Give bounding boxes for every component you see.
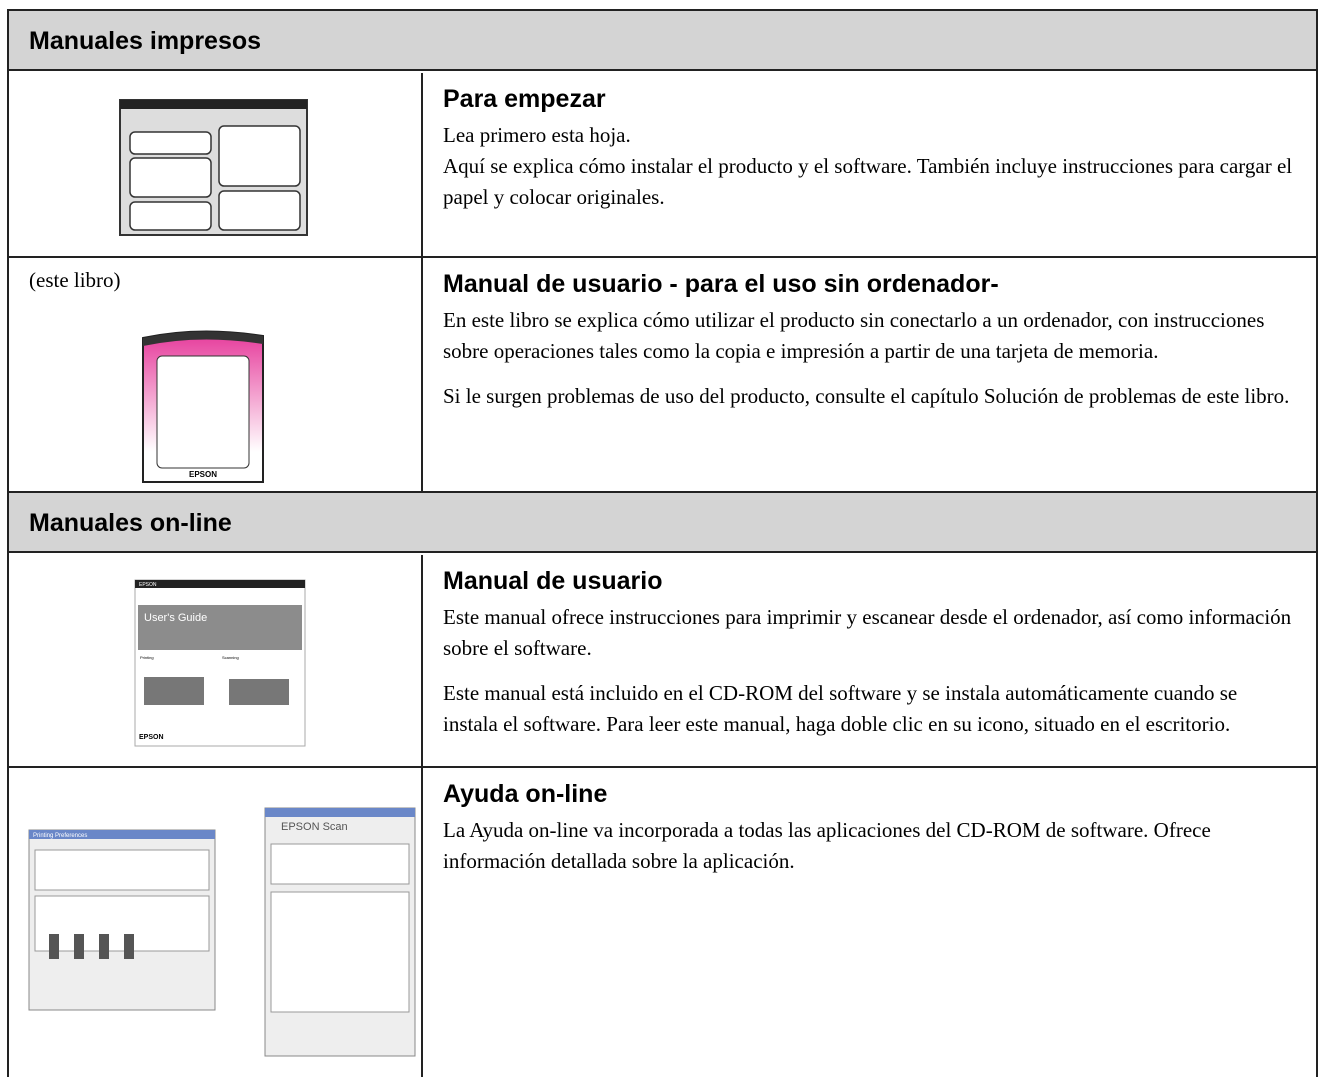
text-cell: Ayuda on-line La Ayuda on-line va incorpo… <box>423 768 1316 891</box>
image-text: EPSON <box>139 582 157 588</box>
paragraph: Este manual ofrece instrucciones para im… <box>443 605 1292 660</box>
heading: Manual de usuario - para el uso sin orde… <box>443 270 999 298</box>
heading: Ayuda on-line <box>443 780 608 808</box>
paragraph: En este libro se explica cómo utilizar e… <box>443 308 1265 363</box>
caption: (este libro) <box>29 268 121 292</box>
image-text: EPSON <box>139 734 164 741</box>
manual-table: Manuales impresos Para empezar Lea primer… <box>7 9 1318 1077</box>
section-header: Manuales impresos <box>9 11 1316 71</box>
image-text: Printing <box>140 655 154 660</box>
image-cell: (este libro) EPSON <box>9 258 423 491</box>
image-text: EPSON <box>189 470 217 479</box>
paragraph: La Ayuda on-line va incorporada a todas … <box>443 818 1211 873</box>
illustration <box>119 99 308 236</box>
heading: Para empezar <box>443 85 606 113</box>
text-cell: Para empezar Lea primero esta hoja. Aquí … <box>423 73 1316 227</box>
heading: Manual de usuario <box>443 567 663 595</box>
image-text: User's Guide <box>144 612 207 624</box>
paragraph: Este manual está incluido en el CD-ROM d… <box>443 681 1238 736</box>
table-row: (este libro) EPSON Manual de usuario - pa… <box>9 258 1316 493</box>
illustration: EPSON User's Guide Printing Scanning EPS… <box>134 579 306 747</box>
image-cell: EPSON User's Guide Printing Scanning EPS… <box>9 555 423 766</box>
text-cell: Manual de usuario Este manual ofrece inst… <box>423 555 1316 754</box>
text-cell: Manual de usuario - para el uso sin orde… <box>423 258 1316 426</box>
image-text: Printing Preferences <box>33 833 87 839</box>
image-cell <box>9 73 423 256</box>
image-cell: Printing Preferences EPSON Scan <box>9 768 423 1077</box>
paragraph: Lea primero esta hoja. Aquí se explica c… <box>443 123 1293 209</box>
table-row: Para empezar Lea primero esta hoja. Aquí … <box>9 73 1316 258</box>
illustration: EPSON <box>142 330 264 483</box>
section-header: Manuales on-line <box>9 493 1316 553</box>
illustration: Printing Preferences EPSON Scan <box>28 807 416 1057</box>
image-text: Scanning <box>222 655 239 660</box>
image-text: EPSON Scan <box>281 821 348 833</box>
table-row: EPSON User's Guide Printing Scanning EPS… <box>9 555 1316 768</box>
paragraph: Si le surgen problemas de uso del produc… <box>443 384 1290 408</box>
table-row: Printing Preferences EPSON Scan Ayuda on… <box>9 768 1316 1077</box>
